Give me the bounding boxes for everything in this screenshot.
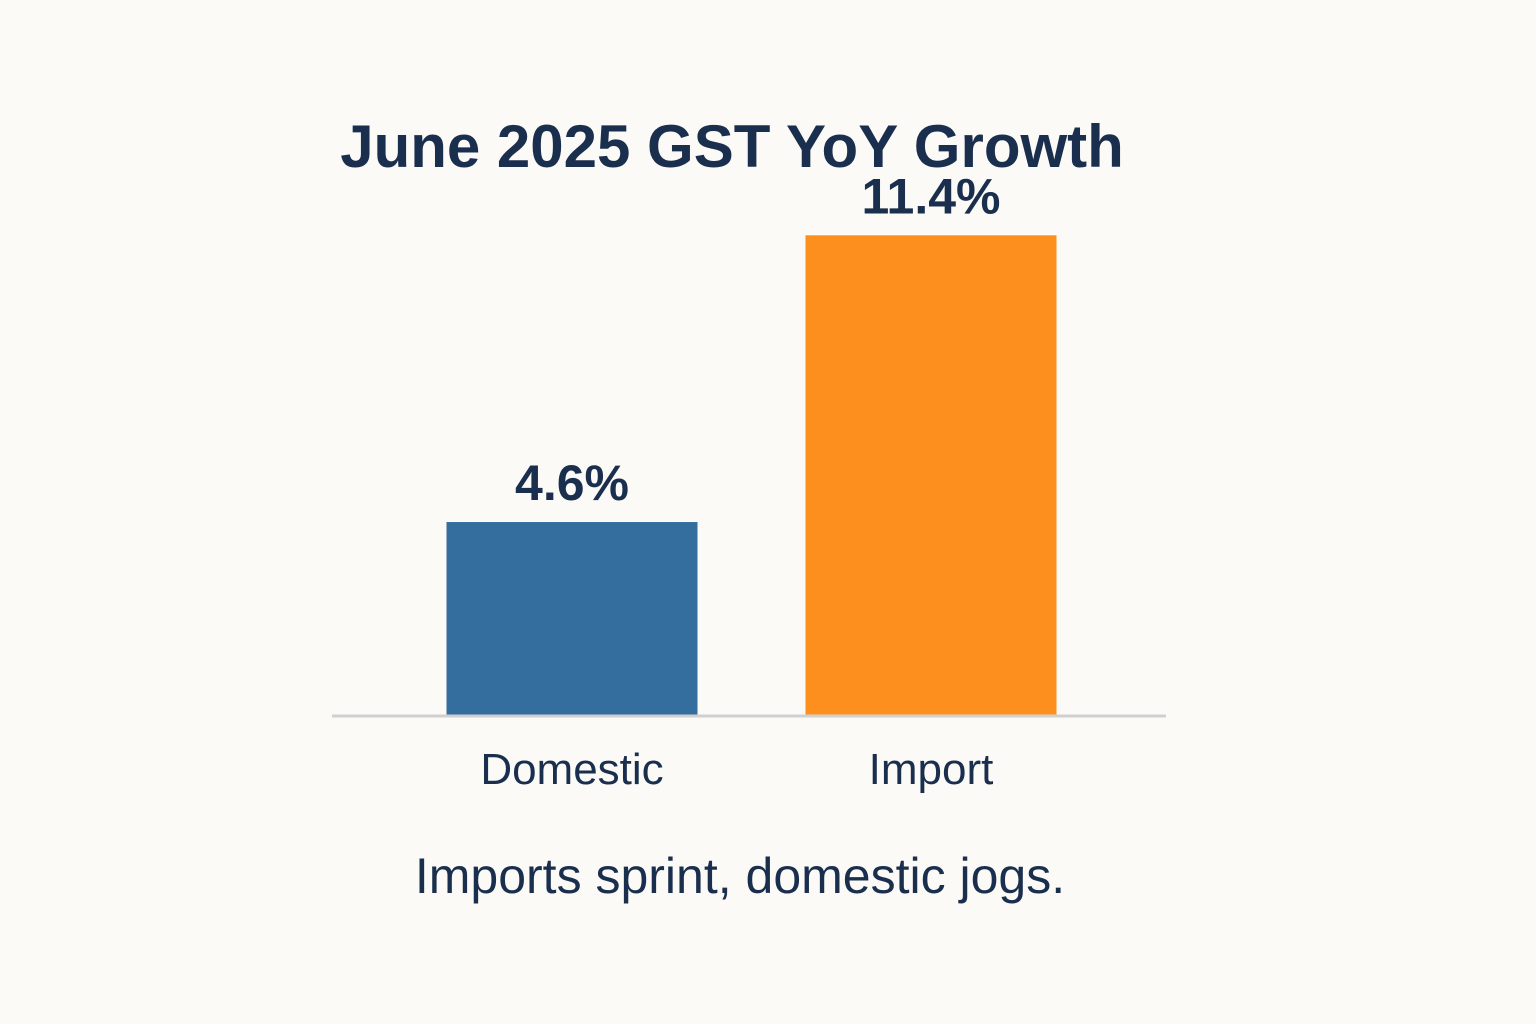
value-labels-layer: 4.6% 11.4%	[515, 168, 1000, 511]
x-tick-label-domestic: Domestic	[480, 745, 663, 794]
chart-title: June 2025 GST YoY Growth	[340, 113, 1124, 180]
bars-layer	[446, 235, 1057, 717]
bar-import	[805, 235, 1057, 717]
chart-caption: Imports sprint, domestic jogs.	[415, 848, 1065, 904]
x-tick-label-import: Import	[869, 745, 994, 794]
value-label-import: 11.4%	[861, 168, 1000, 224]
bar-domestic	[446, 522, 698, 716]
value-label-domestic: 4.6%	[515, 455, 629, 511]
x-tick-labels-layer: Domestic Import	[480, 745, 993, 794]
